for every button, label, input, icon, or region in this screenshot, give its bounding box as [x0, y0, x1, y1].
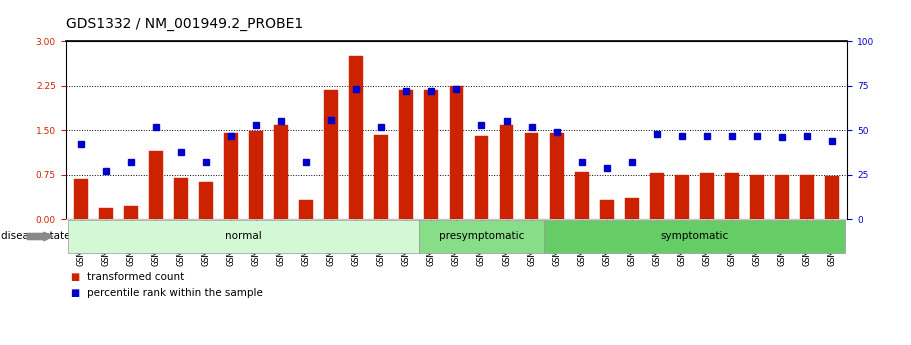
Bar — [750, 175, 764, 219]
Bar — [174, 178, 188, 219]
Text: transformed count: transformed count — [87, 272, 184, 282]
Bar — [575, 172, 589, 219]
Text: percentile rank within the sample: percentile rank within the sample — [87, 288, 262, 297]
Text: symptomatic: symptomatic — [660, 231, 729, 241]
Bar — [299, 200, 313, 219]
Bar — [725, 173, 739, 219]
Bar — [249, 131, 263, 219]
Text: GDS1332 / NM_001949.2_PROBE1: GDS1332 / NM_001949.2_PROBE1 — [66, 17, 302, 31]
Bar — [124, 206, 138, 219]
Text: ■: ■ — [70, 272, 79, 282]
Bar — [599, 200, 614, 219]
Bar — [349, 56, 363, 219]
Bar — [775, 175, 789, 219]
Bar — [625, 198, 639, 219]
Bar — [825, 176, 839, 219]
Bar — [499, 126, 514, 219]
Bar — [148, 151, 163, 219]
Bar — [324, 90, 338, 219]
Text: presymptomatic: presymptomatic — [439, 231, 524, 241]
Bar — [650, 173, 664, 219]
Bar — [274, 126, 288, 219]
Bar — [399, 90, 414, 219]
Bar — [224, 133, 238, 219]
Bar — [700, 173, 714, 219]
Text: ■: ■ — [70, 288, 79, 297]
Bar — [475, 136, 488, 219]
Text: normal: normal — [225, 231, 261, 241]
Bar — [525, 133, 538, 219]
Bar — [800, 175, 814, 219]
Bar — [675, 175, 689, 219]
Bar — [199, 183, 213, 219]
Text: disease state: disease state — [1, 231, 70, 241]
Bar — [98, 208, 113, 219]
Bar — [549, 133, 564, 219]
Bar — [449, 86, 464, 219]
Bar — [374, 135, 388, 219]
Bar — [74, 179, 87, 219]
Bar — [425, 90, 438, 219]
